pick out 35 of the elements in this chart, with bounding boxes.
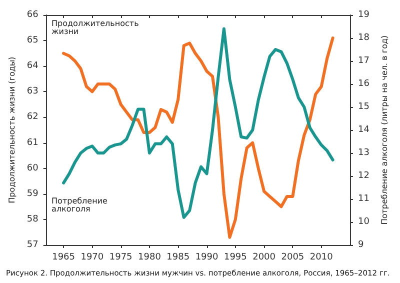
y2-tick-label: 16 [358, 79, 370, 89]
y-tick-label: 66 [26, 10, 39, 20]
x-tick-label: 2010 [310, 252, 334, 262]
y2-tick-label: 13 [358, 148, 370, 158]
y-tick-label: 59 [26, 188, 39, 199]
x-tick-label: 1985 [166, 252, 190, 262]
y-tick-label: 58 [26, 214, 39, 224]
x-tick-label: 1965 [52, 252, 75, 262]
y-tick-label: 62 [26, 112, 38, 122]
x-tick-label: 1995 [224, 252, 247, 262]
y-tick-label: 65 [26, 36, 38, 46]
x-tick-label: 1970 [80, 252, 104, 262]
y-tick-label: 60 [26, 163, 39, 174]
x-tick-label: 2005 [281, 252, 304, 262]
y2-tick-label: 19 [358, 10, 370, 20]
x-tick-label: 1980 [138, 252, 162, 262]
y2-axis-title: Потребление алкоголя (литры на чел. в год) [380, 35, 389, 225]
y-tick-label: 64 [26, 61, 39, 72]
y-tick-label: 63 [26, 86, 38, 97]
y2-tick-label: 14 [358, 125, 370, 135]
text: Продолжительность жизни [52, 18, 140, 36]
y-tick-label: 57 [26, 240, 38, 250]
y2-tick-label: 18 [358, 33, 370, 43]
y2-tick-label: 12 [358, 171, 370, 181]
y2-tick-label: 15 [358, 102, 370, 112]
y-tick-label: 61 [26, 138, 38, 148]
x-tick-label: 2000 [252, 252, 276, 262]
y2-tick-label: 17 [358, 56, 370, 66]
y2-tick-label: 10 [358, 217, 370, 227]
x-tick-label: 1975 [109, 252, 132, 262]
text: Потребление алкоголя [52, 196, 108, 214]
x-tick-label: 1990 [195, 252, 218, 262]
y2-tick-label: 11 [358, 194, 370, 204]
y-axis-title: Продолжительность жизни (годы) [8, 56, 16, 204]
y2-tick-label: 9 [358, 240, 364, 250]
